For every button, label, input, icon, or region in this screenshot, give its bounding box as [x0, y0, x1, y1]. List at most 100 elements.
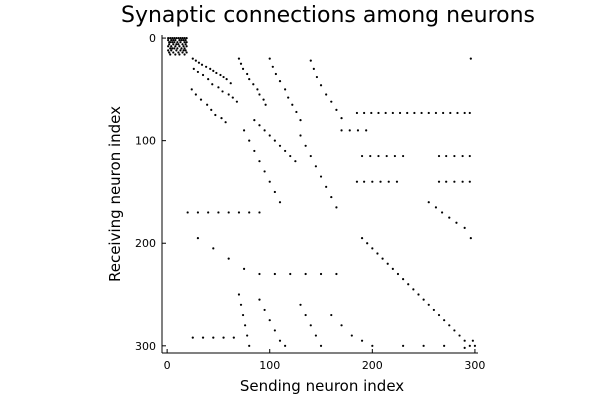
scatter-point: [181, 43, 184, 46]
scatter-point: [264, 103, 267, 106]
scatter-point: [192, 67, 195, 70]
scatter-point: [190, 88, 193, 91]
scatter-point: [182, 45, 185, 48]
scatter-point: [471, 339, 474, 342]
scatter-point: [211, 83, 214, 86]
scatter-point: [268, 180, 271, 183]
scatter-point: [217, 86, 220, 89]
scatter-point: [196, 237, 200, 240]
scatter-point: [422, 298, 425, 301]
scatter-point: [178, 45, 181, 48]
scatter-point: [185, 41, 188, 44]
scatter-point: [170, 45, 173, 48]
scatter-point: [278, 201, 282, 204]
scatter-point: [194, 93, 197, 96]
scatter-point: [461, 180, 464, 183]
scatter-point: [172, 39, 175, 42]
scatter-point: [434, 206, 438, 209]
scatter-point: [295, 110, 298, 114]
scatter-point: [377, 154, 380, 158]
scatter-point: [183, 47, 186, 50]
scatter-point: [209, 67, 212, 70]
scatter-point: [366, 242, 369, 245]
y-tick-label: 100: [135, 135, 156, 148]
scatter-point: [376, 252, 379, 255]
scatter-point: [210, 108, 213, 111]
scatter-point: [258, 298, 261, 301]
scatter-point: [185, 45, 188, 48]
scatter-point: [173, 41, 176, 44]
scatter-point: [167, 36, 170, 40]
scatter-point: [184, 49, 187, 52]
scatter-point: [174, 45, 177, 48]
scatter-point: [463, 226, 466, 229]
scatter-point: [443, 319, 446, 322]
scatter-point: [443, 344, 446, 347]
scatter-point: [186, 211, 189, 214]
scatter-point: [212, 336, 215, 339]
scatter-point: [224, 121, 227, 124]
scatter-point: [319, 175, 323, 178]
scatter-point: [463, 111, 466, 115]
scatter-point: [299, 119, 302, 122]
scatter-point: [167, 39, 170, 42]
scatter-point: [221, 90, 224, 93]
scatter-point: [196, 211, 200, 214]
scatter-point: [178, 39, 181, 42]
scatter-point: [299, 134, 302, 137]
scatter-point: [379, 180, 382, 183]
scatter-point: [445, 180, 448, 183]
scatter-point: [199, 98, 203, 101]
scatter-point: [225, 78, 228, 81]
scatter-point: [348, 129, 351, 132]
scatter-point: [263, 129, 266, 132]
scatter-point: [315, 75, 319, 79]
scatter-point: [168, 51, 171, 54]
scatter-point: [183, 53, 186, 56]
scatter-points: [167, 36, 477, 349]
scatter-point: [314, 334, 317, 337]
scatter-point: [385, 154, 388, 158]
scatter-point: [325, 93, 328, 96]
scatter-point: [219, 73, 222, 77]
scatter-point: [258, 124, 261, 127]
scatter-point: [309, 154, 312, 158]
scatter-point: [274, 72, 277, 76]
scatter-point: [207, 211, 210, 214]
y-axis-label: Receiving neuron index: [106, 106, 124, 282]
scatter-point: [207, 78, 210, 81]
y-tick-label: 300: [135, 340, 156, 353]
scatter-point: [406, 111, 409, 115]
scatter-point: [335, 206, 338, 209]
scatter-point: [167, 45, 170, 48]
scatter-point: [402, 154, 405, 158]
scatter-point: [200, 63, 204, 66]
scatter-point: [175, 49, 178, 52]
scatter-point: [319, 272, 323, 276]
scatter-point: [456, 111, 459, 115]
scatter-point: [335, 272, 338, 276]
scatter-point: [174, 53, 177, 56]
scatter-point: [330, 313, 333, 317]
scatter-point: [289, 154, 292, 158]
scatter-point: [169, 53, 172, 56]
scatter-point: [427, 111, 430, 115]
scatter-point: [185, 51, 188, 54]
scatter-point: [258, 272, 261, 276]
scatter-point: [363, 180, 366, 183]
scatter-point: [248, 139, 251, 142]
scatter-point: [173, 36, 176, 40]
scatter-point: [437, 154, 441, 158]
scatter-point: [232, 336, 235, 339]
scatter-point: [442, 111, 445, 115]
scatter-point: [360, 154, 364, 158]
scatter-point: [278, 80, 282, 83]
y-ticks: 0 100 200 300: [135, 32, 166, 353]
scatter-point: [167, 49, 170, 52]
scatter-point: [212, 247, 215, 250]
scatter-point: [248, 78, 251, 81]
x-tick-label: 100: [259, 359, 280, 372]
scatter-point: [176, 41, 179, 44]
scatter-point: [427, 201, 430, 204]
